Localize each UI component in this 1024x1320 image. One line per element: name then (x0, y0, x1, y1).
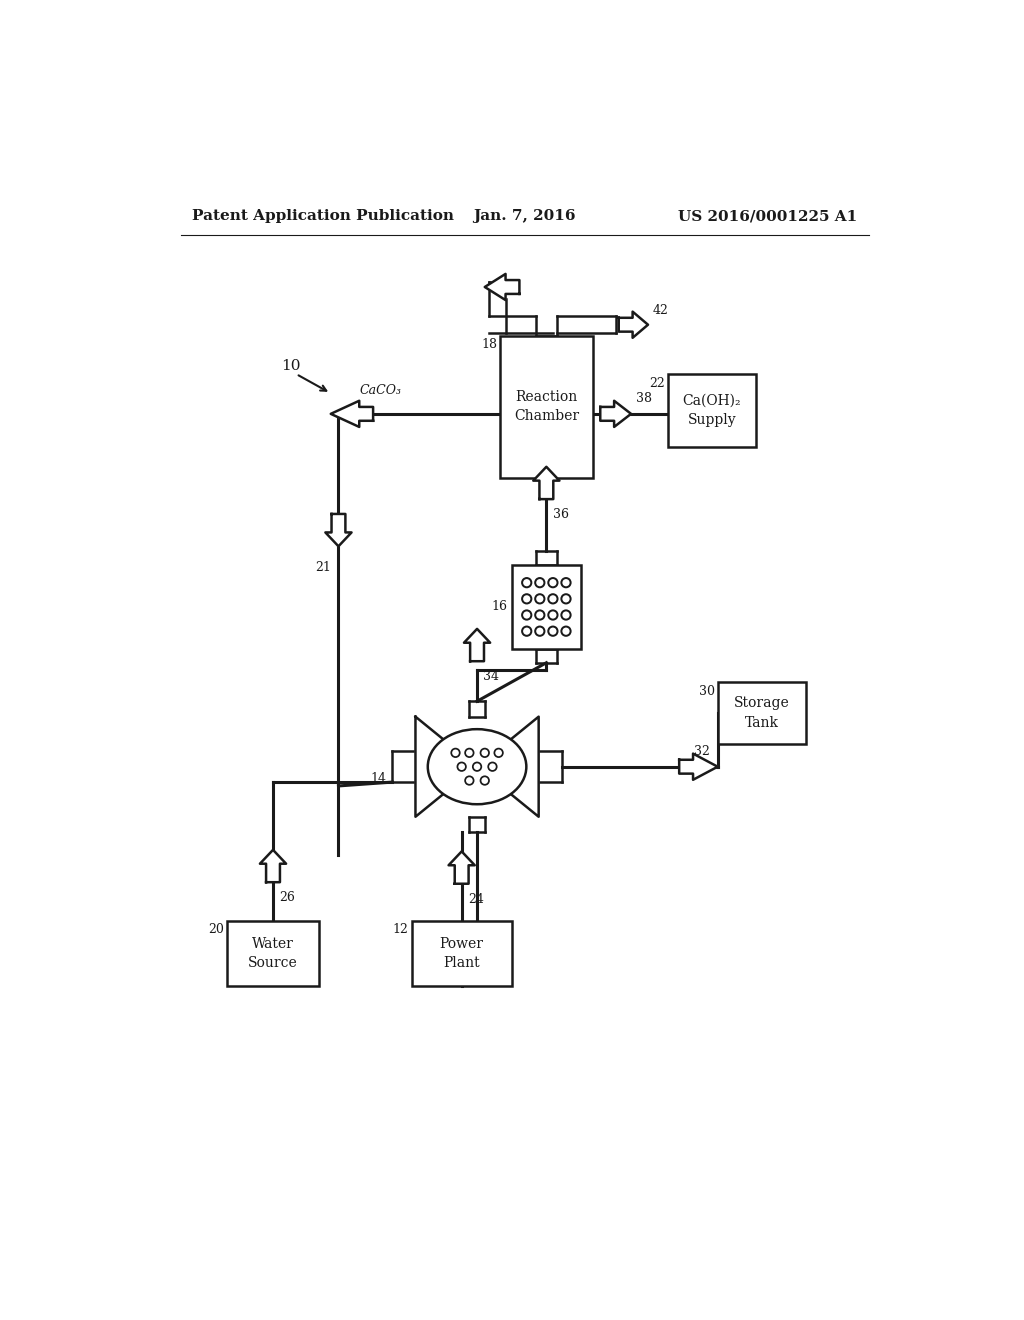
Polygon shape (331, 401, 373, 426)
Bar (718, 682, 806, 743)
Text: 30: 30 (698, 685, 715, 698)
Text: 34: 34 (483, 671, 500, 684)
Text: US 2016/0001225 A1: US 2016/0001225 A1 (678, 209, 857, 223)
Polygon shape (416, 717, 469, 817)
Circle shape (548, 578, 557, 587)
Text: 10: 10 (281, 359, 300, 374)
Circle shape (495, 748, 503, 758)
Polygon shape (449, 851, 475, 884)
Text: 21: 21 (315, 561, 331, 574)
Circle shape (480, 748, 489, 758)
Bar (412, 921, 512, 986)
Polygon shape (484, 717, 539, 817)
Text: 16: 16 (492, 601, 507, 614)
Text: 42: 42 (652, 304, 669, 317)
Text: 32: 32 (694, 744, 710, 758)
Text: 14: 14 (371, 772, 386, 785)
Circle shape (522, 578, 531, 587)
Text: Ca(OH)₂
Supply: Ca(OH)₂ Supply (683, 393, 741, 428)
Circle shape (561, 594, 570, 603)
Polygon shape (484, 275, 519, 300)
Text: Patent Application Publication: Patent Application Publication (193, 209, 455, 223)
Circle shape (522, 610, 531, 619)
Text: 24: 24 (468, 892, 483, 906)
Text: 26: 26 (280, 891, 295, 904)
Circle shape (465, 776, 473, 785)
Circle shape (480, 776, 489, 785)
Polygon shape (534, 467, 559, 499)
Text: 20: 20 (208, 924, 223, 936)
Circle shape (522, 594, 531, 603)
Text: Power
Plant: Power Plant (439, 937, 483, 970)
Text: CaCO₃: CaCO₃ (359, 384, 401, 397)
Bar (668, 374, 756, 447)
Circle shape (536, 578, 545, 587)
Circle shape (452, 748, 460, 758)
Circle shape (548, 610, 557, 619)
Text: 40: 40 (497, 284, 512, 297)
Polygon shape (600, 401, 631, 426)
Bar (512, 565, 581, 649)
Bar (226, 921, 319, 986)
Circle shape (488, 763, 497, 771)
Polygon shape (464, 628, 490, 661)
Text: 36: 36 (553, 508, 568, 521)
Circle shape (458, 763, 466, 771)
Text: Storage
Tank: Storage Tank (734, 696, 790, 730)
Text: 22: 22 (649, 376, 665, 389)
Polygon shape (326, 513, 351, 546)
Polygon shape (618, 312, 648, 338)
Text: 18: 18 (481, 338, 497, 351)
Text: Reaction
Chamber: Reaction Chamber (514, 389, 579, 424)
Circle shape (536, 594, 545, 603)
Circle shape (536, 610, 545, 619)
Circle shape (522, 627, 531, 636)
Polygon shape (679, 754, 718, 780)
Text: 38: 38 (636, 392, 651, 405)
Text: Water
Source: Water Source (248, 937, 298, 970)
Circle shape (561, 578, 570, 587)
Circle shape (548, 627, 557, 636)
Text: Jan. 7, 2016: Jan. 7, 2016 (473, 209, 577, 223)
Polygon shape (260, 850, 286, 882)
Circle shape (561, 627, 570, 636)
Circle shape (548, 594, 557, 603)
Circle shape (465, 748, 473, 758)
Circle shape (561, 610, 570, 619)
Ellipse shape (428, 729, 526, 804)
Text: 12: 12 (392, 924, 409, 936)
Circle shape (473, 763, 481, 771)
Circle shape (536, 627, 545, 636)
Bar (500, 335, 593, 478)
